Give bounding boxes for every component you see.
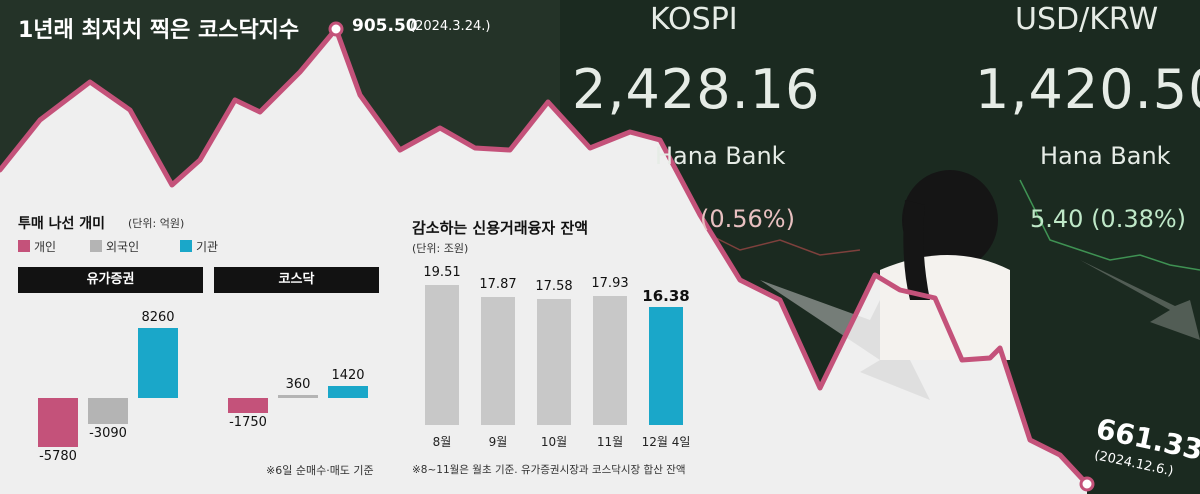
kospi-change: (0.56%) bbox=[700, 205, 795, 233]
credit-bar-label-2: 17.58 bbox=[535, 278, 573, 294]
usd-change: 5.40 (0.38%) bbox=[1030, 205, 1187, 233]
credit-bar-3 bbox=[593, 296, 627, 425]
credit-bar-label-0: 19.51 bbox=[423, 265, 461, 280]
kospi-label: KOSPI bbox=[650, 2, 738, 37]
kospi-bar-label-2: 8260 bbox=[141, 310, 175, 325]
kosdaq-bar-label-2: 1420 bbox=[331, 367, 365, 383]
chart-title: 1년래 최저치 찍은 코스닥지수 bbox=[18, 18, 300, 43]
kospi-bar-2 bbox=[138, 328, 178, 398]
panel-title-kospi: 유가증권 bbox=[18, 267, 203, 293]
person-body bbox=[880, 255, 1010, 360]
kospi-bar-1 bbox=[88, 398, 128, 425]
kospi-value: 2,428.16 bbox=[572, 58, 821, 121]
kospi-bar-0 bbox=[38, 398, 78, 447]
legend-foreign-swatch bbox=[90, 240, 102, 252]
high-value-label: 905.50 bbox=[352, 16, 418, 36]
kosdaq-bar-label-1: 360 bbox=[285, 376, 311, 392]
credit-bar-label-3: 17.93 bbox=[591, 276, 629, 292]
kosdaq-index-line bbox=[0, 26, 1090, 487]
legend-individual: 개인 bbox=[34, 240, 57, 254]
credit-category-3: 11월 bbox=[596, 435, 624, 449]
investors-unit: (단위: 억원) bbox=[128, 217, 185, 230]
credit-category-1: 9월 bbox=[488, 435, 508, 449]
high-date-label: (2024.3.24.) bbox=[410, 19, 491, 34]
kospi-bar-label-0: -5780 bbox=[39, 448, 77, 464]
credit-category-2: 10월 bbox=[540, 435, 568, 449]
credit-category-4: 12월 4일 bbox=[641, 435, 691, 449]
credit-bar-2 bbox=[537, 298, 571, 425]
investors-note: ※6일 순매수·매도 기준 bbox=[266, 464, 374, 477]
kosdaq-bar-label-0: -1750 bbox=[229, 414, 267, 430]
panel-title-kosdaq: 코스닥 bbox=[214, 267, 379, 293]
usd-bank: Hana Bank bbox=[1040, 142, 1171, 170]
kosdaq-bar-2 bbox=[328, 385, 368, 398]
credit-bar-4 bbox=[649, 307, 683, 425]
legend-institution-swatch bbox=[180, 240, 192, 252]
legend-individual-swatch bbox=[18, 240, 30, 252]
high-point-marker bbox=[328, 21, 344, 37]
investors-title: 투매 나선 개미 bbox=[18, 216, 106, 232]
credit-bar-label-4: 16.38 bbox=[642, 287, 690, 306]
low-point-marker bbox=[1079, 476, 1095, 492]
kosdaq-bar-1 bbox=[278, 394, 318, 398]
usd-value: 1,420.50 bbox=[975, 58, 1200, 121]
credit-bar-1 bbox=[481, 296, 515, 425]
credit-category-0: 8월 bbox=[432, 435, 452, 449]
legend-institution: 기관 bbox=[196, 240, 219, 254]
kospi-bank: Hana Bank bbox=[655, 142, 786, 170]
credit-bar-label-1: 17.87 bbox=[479, 276, 517, 292]
kosdaq-bar-0 bbox=[228, 398, 268, 413]
credit-bar-0 bbox=[425, 285, 459, 425]
kospi-bar-label-1: -3090 bbox=[89, 426, 127, 442]
credit-unit: (단위: 조원) bbox=[412, 242, 469, 255]
credit-title: 감소하는 신용거래융자 잔액 bbox=[412, 219, 589, 237]
legend-foreign: 외국인 bbox=[106, 240, 140, 254]
credit-note: ※8~11월은 월초 기준. 유가증권시장과 코스닥시장 합산 잔액 bbox=[412, 464, 686, 476]
usd-label: USD/KRW bbox=[1015, 2, 1159, 37]
person-head bbox=[902, 170, 998, 270]
